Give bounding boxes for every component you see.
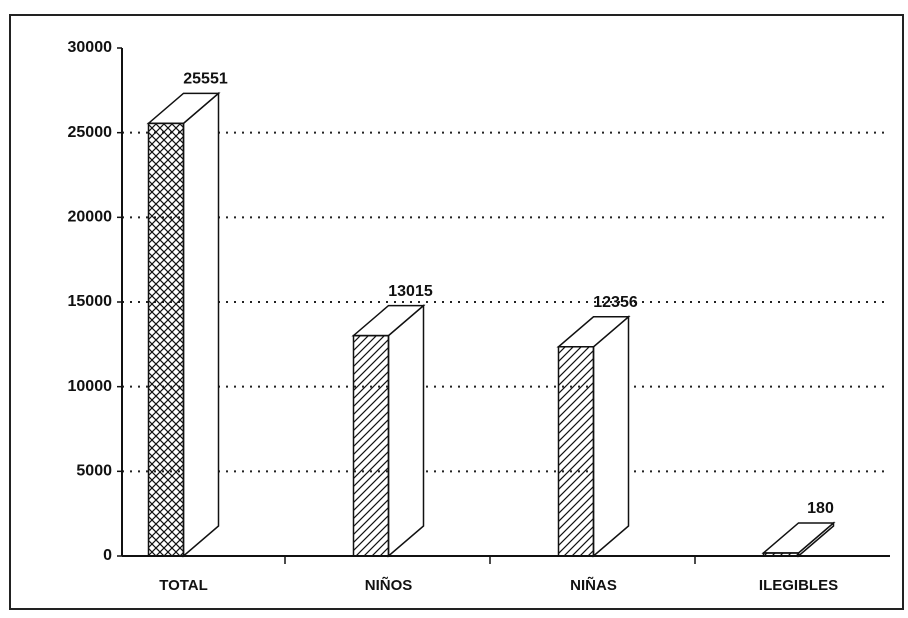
data-label: 25551 <box>183 71 228 88</box>
bar-side <box>387 303 425 558</box>
bar-top <box>761 522 836 554</box>
y-tick-label: 15000 <box>68 293 113 310</box>
frame <box>9 14 904 610</box>
x-tick-label: NIÑAS <box>570 576 617 594</box>
bar <box>762 552 800 557</box>
y-tick-label: 30000 <box>68 39 113 56</box>
bar <box>147 122 185 557</box>
bar-side <box>182 91 220 558</box>
y-tick-label: 0 <box>103 547 112 564</box>
y-tick-label: 25000 <box>68 124 113 141</box>
y-tick-label: 10000 <box>68 378 113 395</box>
y-tick-label: 5000 <box>76 463 112 480</box>
x-tick-label: TOTAL <box>159 577 208 594</box>
data-label: 180 <box>807 500 834 517</box>
y-tick-label: 20000 <box>68 209 113 226</box>
bar-side <box>592 315 630 558</box>
x-tick-label: ILEGIBLES <box>759 577 838 594</box>
data-label: 12356 <box>593 294 638 311</box>
data-label: 13015 <box>388 283 433 300</box>
bar <box>557 346 595 557</box>
bar <box>352 334 390 557</box>
x-tick-label: NIÑOS <box>365 576 413 594</box>
